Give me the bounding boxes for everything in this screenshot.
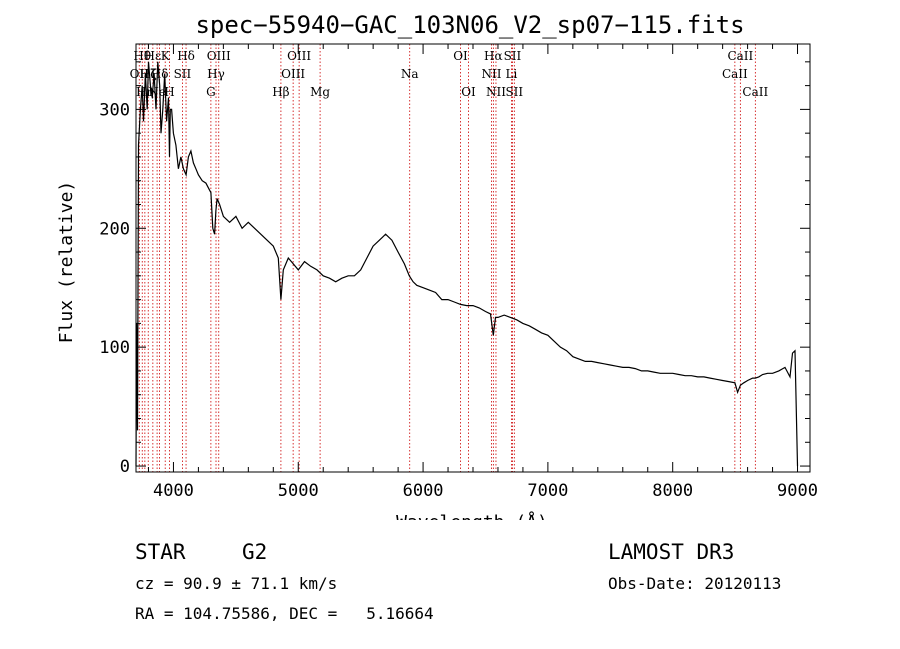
line-marker-label: Hβ	[272, 85, 289, 99]
y-tick-label: 300	[99, 100, 130, 120]
x-axis-ticks: 4000 5000 6000 7000 8000 9000	[147, 44, 818, 501]
line-marker-label: H	[164, 85, 174, 99]
line-marker-label: K	[161, 49, 171, 63]
redshift-cz: cz = 90.9 ± 71.1 km/s	[135, 574, 338, 593]
obs-date: Obs-Date: 20120113	[608, 574, 782, 593]
x-axis-label: Wavelength (Å)	[396, 511, 548, 520]
line-marker-label: Hα	[484, 49, 503, 63]
ra-dec: RA = 104.75586, DEC = 5.16664	[135, 604, 434, 623]
flux-series-line	[135, 61, 799, 467]
line-marker-label: OIII	[281, 67, 305, 81]
survey-name: LAMOST DR3	[608, 540, 735, 564]
y-axis-label: Flux (relative)	[56, 181, 77, 344]
line-marker-label: Na	[401, 67, 419, 81]
line-marker-label: OIII	[207, 49, 231, 63]
line-marker-label: Hθ	[133, 49, 151, 63]
line-marker-label: Hδ	[177, 49, 195, 63]
line-marker-label: OIII	[287, 49, 311, 63]
chart-title: spec−55940−GAC_103N06_V2_sp07−115.fits	[195, 11, 744, 39]
line-marker-label: Hε	[145, 49, 162, 63]
x-tick-label: 7000	[527, 481, 568, 501]
spectrum-chart: spec−55940−GAC_103N06_V2_sp07−115.fits O…	[56, 11, 818, 520]
line-marker-label: NII	[486, 85, 506, 99]
x-tick-label: 6000	[403, 481, 444, 501]
line-marker-label: SII	[174, 67, 192, 81]
line-marker-label: SII	[505, 85, 523, 99]
x-tick-label: 4000	[153, 481, 194, 501]
line-marker-label: CaII	[727, 49, 753, 63]
y-tick-label: 200	[99, 219, 130, 239]
x-tick-label: 8000	[652, 481, 693, 501]
x-tick-label: 5000	[278, 481, 319, 501]
line-marker-label: SII	[504, 49, 522, 63]
y-tick-label: 0	[120, 457, 130, 477]
line-marker-label: CaII	[722, 67, 748, 81]
line-marker-label: OI	[461, 85, 476, 99]
y-tick-label: 100	[99, 338, 130, 358]
object-class: STAR	[135, 540, 186, 564]
line-marker-label: OI	[453, 49, 468, 63]
line-marker-label: NII	[481, 67, 501, 81]
line-marker-label: OII	[130, 67, 150, 81]
plot-frame	[135, 43, 811, 473]
line-markers	[138, 44, 756, 472]
line-marker-label: Li	[506, 67, 518, 81]
y-axis-ticks: 0 100 200 300	[99, 61, 810, 477]
line-marker-label: Mg	[310, 85, 330, 99]
line-marker-label: G	[206, 85, 216, 99]
x-tick-label: 9000	[777, 481, 818, 501]
line-marker-label: CaII	[742, 85, 768, 99]
object-subclass: G2	[242, 540, 268, 564]
line-marker-labels: OIIHθHηHζHεNeHδKHSIIHδGHγOIIIHβOIIIOIIIM…	[130, 49, 769, 99]
line-marker-label: Hγ	[207, 67, 225, 81]
